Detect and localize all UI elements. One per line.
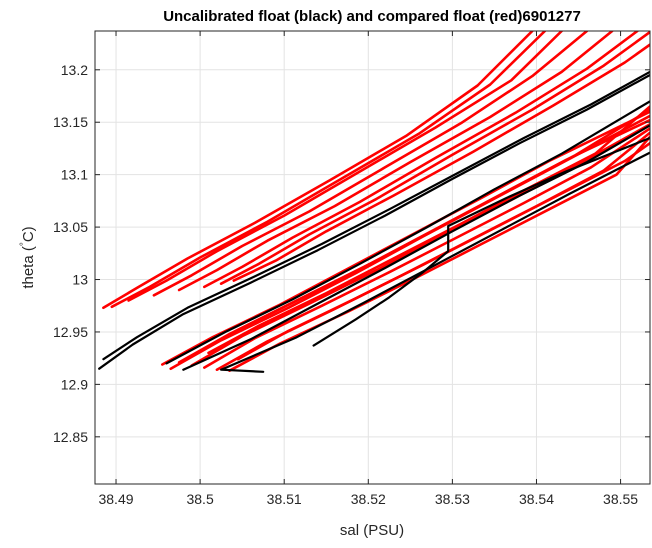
y-axis-label: theta (°C) xyxy=(19,226,37,288)
series-line-compared xyxy=(110,31,547,309)
series-line-compared xyxy=(127,31,563,302)
series-line-uncalibrated xyxy=(165,100,650,365)
y-tick-label: 12.95 xyxy=(53,324,88,340)
series-line-uncalibrated xyxy=(220,151,650,373)
y-axis-label-prefix: theta ( xyxy=(20,246,37,289)
x-tick-label: 38.49 xyxy=(98,491,133,507)
y-tick-label: 12.9 xyxy=(61,376,88,392)
y-tick-label: 13.2 xyxy=(61,62,88,78)
series-line-uncalibrated xyxy=(312,136,650,347)
x-tick-label: 38.5 xyxy=(186,491,213,507)
x-axis-label: sal (PSU) xyxy=(340,522,404,539)
x-tick-label: 38.54 xyxy=(519,491,554,507)
plot-frame xyxy=(94,30,651,485)
y-tick-label: 13.05 xyxy=(53,219,88,235)
y-tick-label: 13.1 xyxy=(61,167,88,183)
series-line-compared xyxy=(203,31,639,289)
series-line-compared xyxy=(102,31,534,310)
series-line-uncalibrated xyxy=(98,73,650,370)
series-line-compared xyxy=(186,108,650,360)
x-tick-label: 38.51 xyxy=(267,491,302,507)
series-layer xyxy=(98,31,650,373)
series-line-compared xyxy=(236,141,650,361)
series-line-compared xyxy=(177,31,614,292)
x-tick-label: 38.55 xyxy=(603,491,638,507)
y-axis-label-degree: ° xyxy=(19,242,30,246)
x-ticks: 38.49 38.5 38.51 38.52 38.53 38.54 38.55 xyxy=(98,31,638,507)
series-line-uncalibrated xyxy=(102,70,650,361)
series-line-compared xyxy=(219,31,650,285)
series-line-compared xyxy=(207,105,650,355)
x-tick-label: 38.52 xyxy=(351,491,386,507)
y-axis-label-suffix: C) xyxy=(20,226,37,242)
y-tick-label: 13.15 xyxy=(53,114,88,130)
series-line-compared xyxy=(232,43,650,282)
series-line-compared xyxy=(203,127,650,369)
y-tick-label: 13 xyxy=(72,272,88,288)
x-tick-label: 38.53 xyxy=(435,491,470,507)
series-line-compared xyxy=(152,31,589,297)
chart-title: Uncalibrated float (black) and compared … xyxy=(163,8,581,25)
y-ticks: 12.85 12.9 12.95 13 13.05 13.1 13.15 13.2 xyxy=(53,62,650,445)
y-tick-label: 12.85 xyxy=(53,429,88,445)
series-line-compared xyxy=(228,135,650,372)
